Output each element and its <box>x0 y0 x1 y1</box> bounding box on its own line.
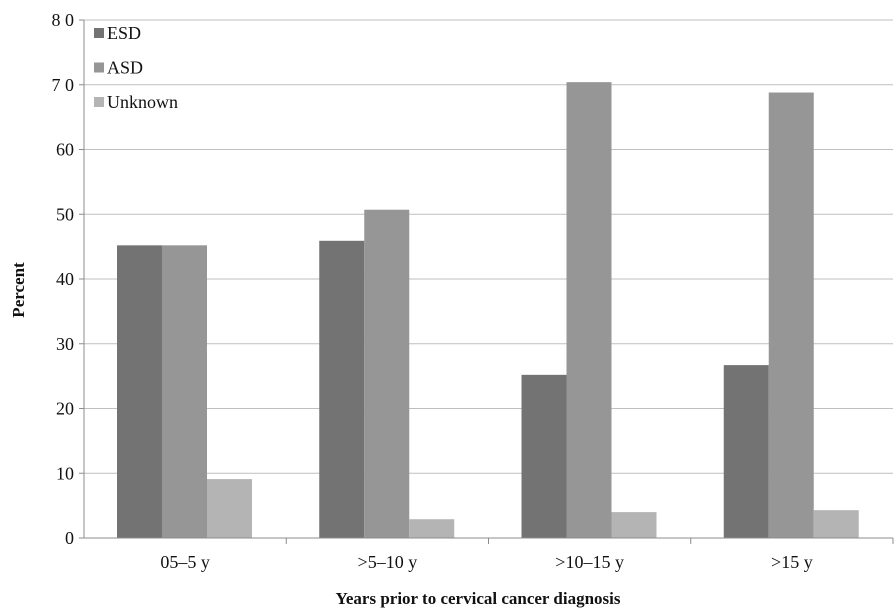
legend-swatch-esd <box>94 28 104 38</box>
y-tick-label: 30 <box>56 334 74 354</box>
x-tick-label: 05–5 y <box>160 552 210 572</box>
bar-esd-3 <box>723 365 769 538</box>
y-tick-label: 8 0 <box>52 10 75 30</box>
bar-esd-1 <box>319 240 365 539</box>
y-tick-label: 20 <box>56 399 74 419</box>
x-tick-label: >15 y <box>771 552 813 572</box>
y-tick-label: 50 <box>56 204 74 224</box>
bar-asd-3 <box>768 92 814 539</box>
bar-asd-2 <box>566 82 612 538</box>
legend-swatch-unknown <box>94 97 104 107</box>
x-tick-label: >10–15 y <box>555 552 624 572</box>
y-tick-label: 0 <box>65 528 74 548</box>
bar-unknown-1 <box>409 519 455 538</box>
bar-unknown-3 <box>813 510 859 538</box>
legend: ESD ASD Unknown <box>94 23 178 112</box>
gridlines <box>79 19 893 539</box>
bar-unknown-2 <box>611 512 657 538</box>
legend-label-esd: ESD <box>107 23 141 43</box>
x-tick-labels: 05–5 y >5–10 y >10–15 y >15 y <box>160 538 894 572</box>
y-tick-label: 60 <box>56 140 74 160</box>
legend-swatch-asd <box>94 62 104 73</box>
bar-esd-2 <box>521 374 567 538</box>
x-tick-label: >5–10 y <box>358 552 418 572</box>
bar-esd-0 <box>117 245 162 538</box>
x-axis-title: Years prior to cervical cancer diagnosis <box>335 589 620 608</box>
y-tick-label: 7 0 <box>52 75 75 95</box>
legend-label-asd: ASD <box>107 58 143 78</box>
bar-unknown-0 <box>207 479 252 538</box>
bar-asd-0 <box>162 245 207 538</box>
bar-asd-1 <box>364 209 410 538</box>
y-tick-label: 40 <box>56 269 74 289</box>
y-axis-title: Percent <box>9 262 28 318</box>
y-tick-label: 10 <box>56 463 74 483</box>
y-tick-labels: 0 10 20 30 40 50 60 7 0 8 0 <box>52 10 75 548</box>
legend-label-unknown: Unknown <box>107 92 178 112</box>
bars <box>117 82 859 539</box>
